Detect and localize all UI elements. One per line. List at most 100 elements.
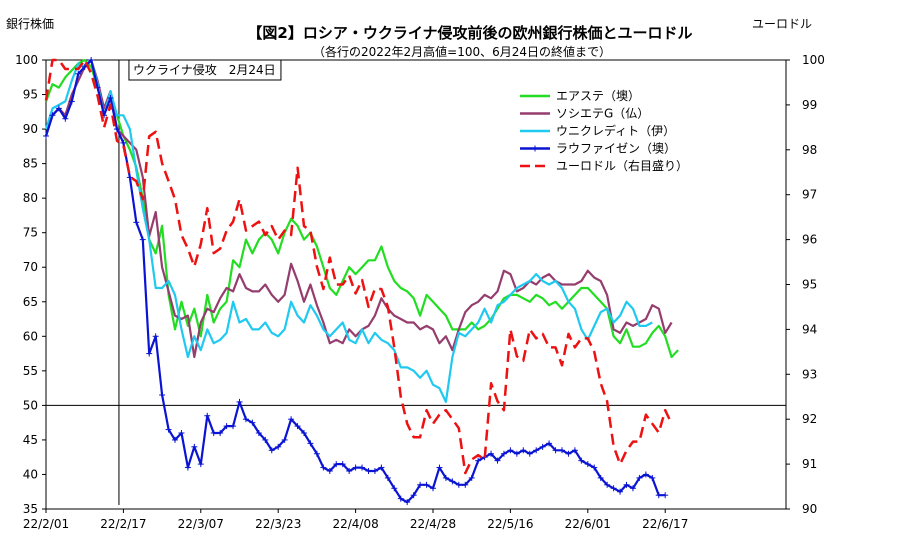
y-right-tick-label: 98: [802, 143, 817, 157]
series-3-point: [591, 464, 598, 471]
series-3-point: [559, 447, 565, 454]
series-3-point: [378, 464, 385, 471]
y-left-tick-label: 55: [23, 364, 38, 378]
legend-label-3: ラウファイゼン（墺）: [556, 142, 676, 156]
series-3-point: [120, 139, 127, 146]
series-3-point: [68, 98, 75, 105]
legend-label-1: ソシエテG（仏）: [556, 107, 649, 121]
series-3-point: [339, 461, 346, 468]
y-right-tick-label: 96: [802, 233, 817, 247]
series-3-point: [500, 450, 507, 457]
series-3-point: [88, 57, 95, 63]
series-3-point: [172, 436, 178, 443]
series-3-point: [281, 436, 288, 443]
series-3-point: [223, 423, 230, 430]
series-3-point: [507, 447, 514, 454]
series-3-point: [107, 94, 114, 101]
series-3-point: [249, 419, 256, 426]
y-left-tick-label: 70: [23, 260, 38, 274]
legend-label-0: エアステ（墺）: [556, 89, 640, 103]
y-left-tick-label: 40: [23, 467, 38, 481]
legend-label-4: ユーロドル（右目盛り）: [556, 158, 688, 173]
series-3-point: [113, 126, 120, 133]
y-right-tick-label: 97: [802, 188, 817, 202]
chart-title: 【図2】ロシア・ウクライナ侵攻前後の欧州銀行株価とユーロドル: [247, 24, 692, 42]
series-3-point: [62, 115, 69, 122]
series-3-point: [346, 468, 353, 475]
y-axis-label-right: ユーロドル: [752, 17, 812, 31]
series-3-point: [623, 481, 630, 488]
y-right-tick-label: 93: [802, 367, 817, 381]
y-right-tick-label: 95: [802, 278, 817, 292]
x-tick-label: 22/6/01: [565, 517, 611, 531]
series-3-point: [165, 426, 172, 433]
series-3-point: [359, 464, 366, 471]
series-3-point: [139, 236, 146, 243]
chart-subtitle: （各行の2022年2月高値=100、6月24日の終値まで）: [313, 44, 611, 59]
series-3-point: [184, 464, 191, 471]
y-left-tick-label: 95: [23, 88, 38, 102]
x-tick-label: 22/2/17: [100, 517, 146, 531]
series-3-point: [133, 219, 140, 226]
series-3-point: [242, 416, 249, 423]
series-3-point: [462, 481, 469, 488]
series-3-point: [423, 481, 430, 488]
series-3-point: [391, 485, 398, 492]
series-3-point: [236, 398, 243, 405]
series-3-point: [539, 443, 546, 450]
series-3-point: [268, 447, 275, 454]
series-3-point: [404, 499, 411, 506]
series-line-4: [44, 58, 673, 475]
series-3-point: [197, 461, 204, 468]
y-left-tick-label: 60: [23, 329, 38, 343]
y-left-tick-label: 100: [15, 53, 38, 67]
y-right-tick-label: 92: [802, 412, 817, 426]
series-3-point: [430, 485, 436, 492]
series-3-point: [442, 474, 449, 481]
series-3-point: [468, 474, 475, 481]
series-3-point: [410, 492, 417, 499]
y-axis-label-left: 銀行株価: [6, 16, 54, 31]
y-left-tick-label: 50: [23, 398, 38, 412]
series-3-point: [565, 450, 572, 457]
series-3-point: [294, 423, 301, 430]
series-3-point: [178, 430, 185, 437]
x-axis: 22/2/01 22/2/17 22/3/07 22/3/23 22/4/08 22/4/…: [23, 509, 688, 531]
series-3-point: [191, 443, 198, 450]
series-3-point: [204, 412, 211, 419]
series-3-point: [629, 485, 636, 492]
x-tick-label: 22/6/17: [642, 517, 688, 531]
series-3-point: [533, 447, 540, 454]
series-3-point: [546, 440, 553, 447]
series-3-point: [49, 112, 56, 119]
y-left-tick-label: 65: [23, 295, 38, 309]
y-left-tick-label: 85: [23, 157, 38, 171]
series-3-point: [578, 457, 585, 464]
y-right-tick-label: 90: [802, 502, 817, 516]
series-3-point: [352, 464, 359, 471]
series-3-point: [617, 488, 624, 495]
series-3-point: [288, 416, 295, 423]
series-3-point: [371, 468, 378, 475]
series-line-2: [44, 58, 653, 403]
y-left-tick-label: 80: [23, 191, 38, 205]
series-3-point: [552, 447, 559, 454]
series-3-point: [526, 450, 533, 457]
y-left-tick-label: 45: [23, 433, 38, 447]
series-3-point: [43, 132, 49, 139]
series-3-point: [126, 174, 133, 181]
series-3-point: [75, 70, 82, 77]
y-axis-left: 35 40 45 50 55 60 65 70 75 80 85 90 95 100: [15, 53, 46, 516]
y-right-tick-label: 99: [802, 98, 817, 112]
series-3-point: [455, 481, 462, 488]
series-3-point: [255, 430, 262, 437]
y-right-tick-label: 94: [802, 322, 817, 336]
series-3-point: [649, 474, 656, 481]
series-3-point: [55, 105, 62, 112]
series-3-point: [520, 447, 527, 454]
x-tick-label: 22/4/28: [410, 517, 456, 531]
series-3-point: [275, 443, 282, 450]
series-3-point: [384, 474, 391, 481]
y-left-tick-label: 75: [23, 226, 38, 240]
